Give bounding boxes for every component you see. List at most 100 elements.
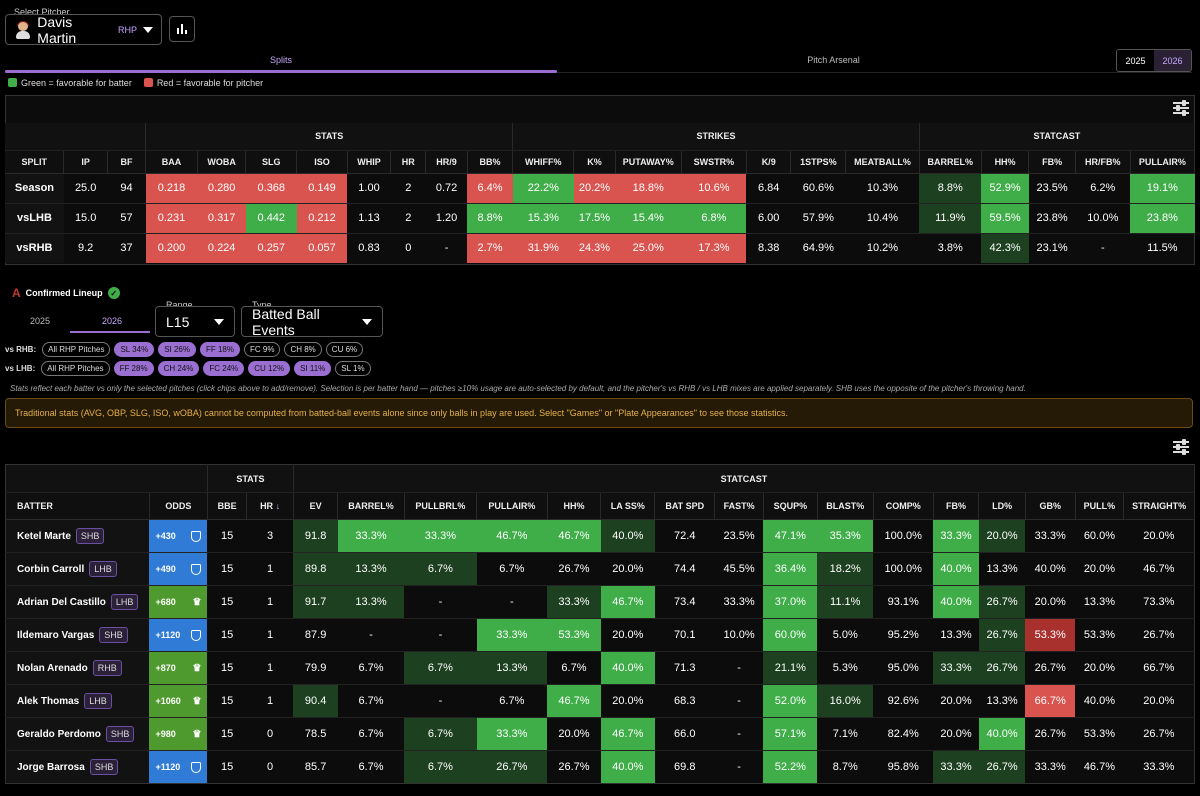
col-swstr-pct[interactable]: SWSTR%	[681, 150, 747, 174]
group-statcast: STATCAST	[919, 123, 1196, 151]
batter-row[interactable]: Adrian Del Castillo LHB +680 ♛ 15 1 91.7 13.3% -…	[5, 585, 1195, 619]
col-straight-pct[interactable]: STRAIGHT%	[1123, 492, 1195, 520]
col-slg[interactable]: SLG	[245, 150, 298, 174]
col-hr[interactable]: HR	[390, 150, 427, 174]
lineup-year-2026[interactable]: 2026	[102, 316, 123, 326]
batter-row[interactable]: Corbin Carroll LHB +490 15 1 89.8 13.3% 6.7% 6.7…	[5, 552, 1195, 586]
season-2025-option[interactable]: 2025	[1117, 50, 1154, 71]
col-ev[interactable]: EV	[293, 492, 339, 520]
col-fb-pct[interactable]: FB%	[1028, 150, 1076, 174]
col-putaway-pct[interactable]: PUTAWAY%	[615, 150, 682, 174]
tab-pitch-arsenal[interactable]: Pitch Arsenal	[807, 55, 860, 65]
split-row: Season 25.0 94 0.218 0.280 0.368 0.149 1.00 2 0.7…	[5, 172, 1195, 203]
odds-cell[interactable]: +430	[149, 519, 208, 553]
col-hr-fb-pct[interactable]: HR/FB%	[1075, 150, 1131, 174]
pitch-chip[interactable]: All RHP Pitches	[41, 361, 110, 376]
cell-fb-pct: 23.1%	[1028, 232, 1076, 263]
col-barrel-pct[interactable]: BARREL%	[337, 492, 405, 520]
col-hh-pct[interactable]: HH%	[981, 150, 1030, 174]
pitch-chip[interactable]: SI 26%	[158, 342, 196, 357]
cell-ev: 91.8	[293, 519, 338, 553]
pitch-chip[interactable]: CH 24%	[157, 361, 200, 376]
lineup-year-2025[interactable]: 2025	[30, 316, 51, 326]
odds-cell[interactable]: +1120	[149, 618, 208, 652]
cell-hr-fb-pct: 6.2%	[1075, 172, 1131, 203]
pitch-chip[interactable]: FF 18%	[199, 342, 240, 357]
col-hh-pct[interactable]: HH%	[547, 492, 602, 520]
col-k-9[interactable]: K/9	[746, 150, 792, 174]
odds-cell[interactable]: +980 ♛	[149, 717, 208, 751]
col-bf[interactable]: BF	[107, 150, 147, 174]
col-squp-pct[interactable]: SQUP%	[763, 492, 818, 520]
col-pullair-pct[interactable]: PULLAIR%	[1130, 150, 1196, 174]
col-1stps-pct[interactable]: 1STPS%	[790, 150, 847, 174]
type-select[interactable]: Batted Ball Events	[241, 306, 383, 338]
col-split[interactable]: SPLIT	[5, 150, 65, 174]
col-batter[interactable]: BATTER	[5, 492, 150, 520]
pitch-chip[interactable]: CU 6%	[325, 342, 364, 357]
season-2026-option[interactable]: 2026	[1154, 50, 1191, 71]
pitcher-select[interactable]: Davis Martin RHP	[5, 14, 162, 46]
batter-row[interactable]: Alek Thomas LHB +1060 ♛ 15 1 90.4 6.7% -6.7% 46.7…	[5, 684, 1195, 718]
col-barrel-pct[interactable]: BARREL%	[919, 150, 982, 174]
batter-row[interactable]: Ketel Marte SHB +430 15 3 91.8 33.3% 33.3% 46.7%…	[5, 519, 1195, 553]
col-k-pct[interactable]: K%	[573, 150, 616, 174]
col-pullair-pct[interactable]: PULLAIR%	[476, 492, 548, 520]
pitch-chip[interactable]: FF 28%	[113, 361, 154, 376]
cell-hr: 0	[246, 717, 294, 751]
col-hr[interactable]: HR ↓	[246, 492, 294, 520]
col-bat-spd[interactable]: BAT SPD	[654, 492, 716, 520]
col-iso[interactable]: ISO	[296, 150, 348, 174]
batter-hand-badge: LHB	[89, 561, 117, 577]
pitch-chip[interactable]: SL 34%	[114, 342, 155, 357]
column-settings-icon[interactable]	[1173, 439, 1189, 455]
pitch-chip[interactable]: All RHP Pitches	[42, 342, 111, 357]
cell-straight-pct: 20.0%	[1123, 684, 1195, 718]
pitch-chip[interactable]: SI 11%	[294, 361, 332, 376]
season-toggle[interactable]: 2025 2026	[1116, 49, 1192, 72]
col-pullbrl-pct[interactable]: PULLBRL%	[404, 492, 478, 520]
col-whip[interactable]: WHIP	[347, 150, 392, 174]
col-whiff-pct[interactable]: WHIFF%	[512, 150, 575, 174]
chevron-down-icon	[143, 26, 153, 33]
pitch-chip[interactable]: FC 24%	[203, 361, 245, 376]
batter-row[interactable]: Geraldo Perdomo SHB +980 ♛ 15 0 78.5 6.7% 6.7% 33…	[5, 717, 1195, 751]
col-bb-pct[interactable]: BB%	[467, 150, 514, 174]
col-la-ss-pct[interactable]: LA SS%	[600, 492, 656, 520]
cell-bb-pct: 2.7%	[467, 232, 513, 263]
range-select[interactable]: L15	[155, 306, 235, 337]
col-baa[interactable]: BAA	[145, 150, 198, 174]
col-odds[interactable]: ODDS	[149, 492, 208, 520]
confirmed-lineup-label: Confirmed Lineup	[25, 288, 103, 298]
col-fb-pct[interactable]: FB%	[933, 492, 980, 520]
odds-cell[interactable]: +1120	[149, 750, 208, 784]
cell-ip: 15.0	[63, 202, 108, 233]
odds-cell[interactable]: +680 ♛	[149, 585, 208, 619]
col-meatball-pct[interactable]: MEATBALL%	[845, 150, 920, 174]
col-gb-pct[interactable]: GB%	[1025, 492, 1076, 520]
odds-cell[interactable]: +490	[149, 552, 208, 586]
col-woba[interactable]: WOBA	[197, 150, 247, 174]
col-ip[interactable]: IP	[63, 150, 108, 174]
batter-row[interactable]: Jorge Barrosa SHB +1120 15 0 85.7 6.7% 6.7% 26.7…	[5, 750, 1195, 784]
tab-splits[interactable]: Splits	[269, 55, 292, 65]
col-pull-pct[interactable]: PULL%	[1075, 492, 1125, 520]
pitch-chip[interactable]: CU 12%	[248, 361, 291, 376]
pitch-chip[interactable]: FC 9%	[244, 342, 281, 357]
odds-cell[interactable]: +1060 ♛	[149, 684, 208, 718]
col-fast-pct[interactable]: FAST%	[714, 492, 764, 520]
col-bbe[interactable]: BBE	[207, 492, 248, 520]
col-comp-pct[interactable]: COMP%	[873, 492, 934, 520]
pitch-chip[interactable]: CH 8%	[284, 342, 322, 357]
bar-chart-button[interactable]	[169, 16, 195, 42]
pitch-chip[interactable]: SL 1%	[335, 361, 371, 376]
cell-pull-pct: 60.0%	[1075, 519, 1124, 553]
col-blast-pct[interactable]: BLAST%	[817, 492, 874, 520]
batter-row[interactable]: Ildemaro Vargas SHB +1120 15 1 87.9- -33.3% 53.…	[5, 618, 1195, 652]
batter-row[interactable]: Nolan Arenado RHB +870 ♛ 15 1 79.9 6.7% 6.7% 13.3…	[5, 651, 1195, 685]
col-label: ODDS	[165, 501, 192, 511]
column-settings-icon[interactable]	[1173, 100, 1189, 116]
col-ld-pct[interactable]: LD%	[978, 492, 1026, 520]
col-hr-9[interactable]: HR/9	[425, 150, 468, 174]
odds-cell[interactable]: +870 ♛	[149, 651, 208, 685]
